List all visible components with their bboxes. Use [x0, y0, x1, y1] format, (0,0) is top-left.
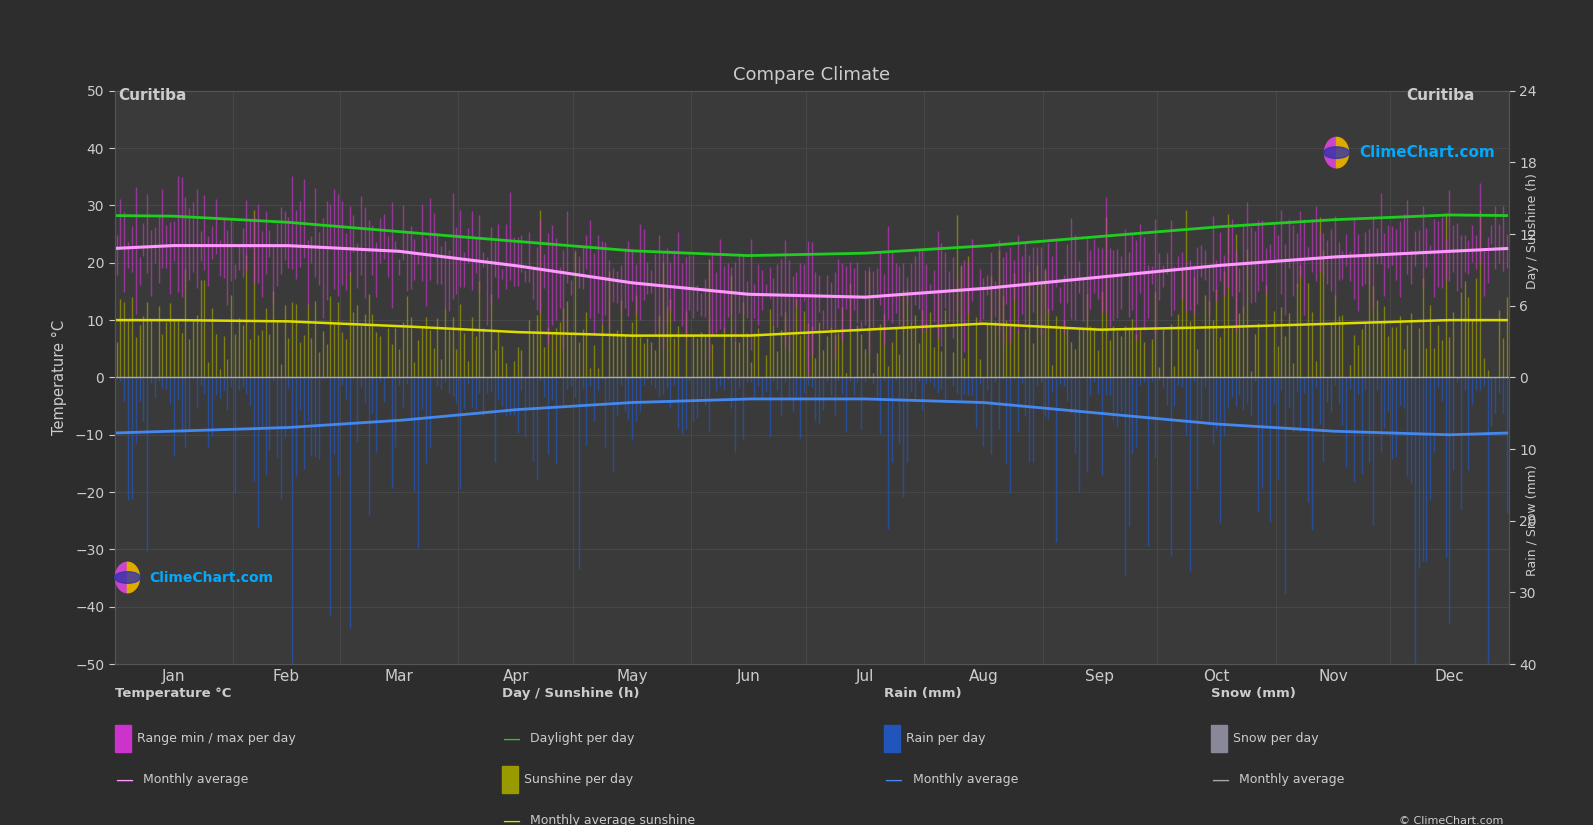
Text: Curitiba: Curitiba	[118, 88, 186, 103]
Text: Temperature °C: Temperature °C	[115, 687, 231, 700]
Text: Day / Sunshine (h): Day / Sunshine (h)	[502, 687, 639, 700]
Wedge shape	[127, 563, 140, 592]
Wedge shape	[1324, 138, 1337, 167]
Text: —: —	[502, 729, 519, 747]
Text: Monthly average sunshine: Monthly average sunshine	[530, 814, 696, 825]
Text: ClimeChart.com: ClimeChart.com	[1359, 145, 1494, 160]
Text: Curitiba: Curitiba	[1407, 88, 1475, 103]
Text: Snow (mm): Snow (mm)	[1211, 687, 1295, 700]
Text: Monthly average: Monthly average	[913, 773, 1018, 786]
Ellipse shape	[115, 572, 140, 583]
Wedge shape	[1337, 138, 1349, 167]
Text: —: —	[884, 771, 902, 789]
Ellipse shape	[1324, 147, 1349, 158]
Text: Day / Sunshine (h): Day / Sunshine (h)	[1526, 173, 1539, 289]
Text: Rain / Snow (mm): Rain / Snow (mm)	[1526, 464, 1539, 576]
Text: © ClimeChart.com: © ClimeChart.com	[1399, 816, 1504, 825]
Wedge shape	[115, 563, 127, 592]
Title: Compare Climate: Compare Climate	[733, 66, 890, 83]
Text: —: —	[502, 812, 519, 825]
Text: Snow per day: Snow per day	[1233, 732, 1319, 745]
Text: Rain (mm): Rain (mm)	[884, 687, 962, 700]
Text: Monthly average: Monthly average	[143, 773, 249, 786]
Text: Sunshine per day: Sunshine per day	[524, 773, 634, 786]
Y-axis label: Temperature °C: Temperature °C	[51, 320, 67, 435]
Text: ClimeChart.com: ClimeChart.com	[150, 571, 274, 584]
Text: —: —	[115, 771, 132, 789]
Text: Range min / max per day: Range min / max per day	[137, 732, 296, 745]
Text: —: —	[1211, 771, 1228, 789]
Text: Daylight per day: Daylight per day	[530, 732, 636, 745]
Text: Monthly average: Monthly average	[1239, 773, 1344, 786]
Text: Rain per day: Rain per day	[906, 732, 986, 745]
